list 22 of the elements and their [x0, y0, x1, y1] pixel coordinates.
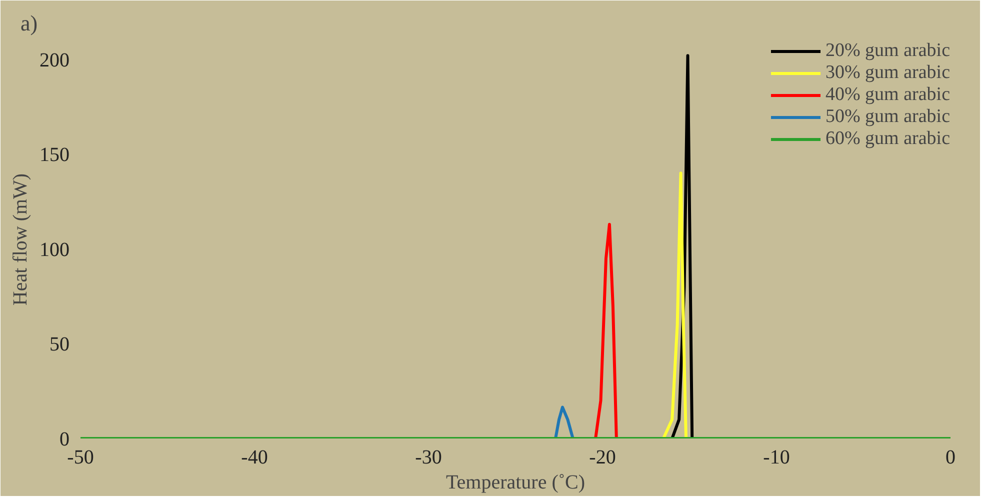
y-tick-label: 200	[40, 49, 70, 72]
x-tick-label: -30	[415, 446, 442, 468]
x-tick-label: -20	[589, 446, 616, 468]
y-tick-label: 0	[60, 428, 70, 450]
x-tick-label: 0	[946, 446, 956, 468]
line-series	[594, 222, 618, 438]
y-tick-label: 100	[40, 238, 70, 261]
legend-label: 30% gum arabic	[825, 62, 950, 84]
text: a)	[20, 10, 38, 36]
legend-label: 60% gum arabic	[825, 128, 950, 150]
x-tick-label: -50	[67, 446, 94, 468]
y-tick-label: 150	[40, 144, 70, 166]
line-series	[670, 54, 694, 438]
y-tick-label: 50	[50, 334, 70, 356]
line-series	[662, 172, 688, 438]
y-axis-title: Heat flow (mW)	[10, 173, 32, 306]
x-tick-label: -40	[241, 446, 268, 468]
x-tick-label: -10	[763, 446, 790, 468]
legend-label: 40% gum arabic	[825, 84, 950, 106]
legend-label: 50% gum arabic	[825, 106, 950, 128]
x-axis-title: Temperature (˚C)	[446, 472, 586, 494]
legend-label: 20% gum arabic	[825, 40, 950, 62]
